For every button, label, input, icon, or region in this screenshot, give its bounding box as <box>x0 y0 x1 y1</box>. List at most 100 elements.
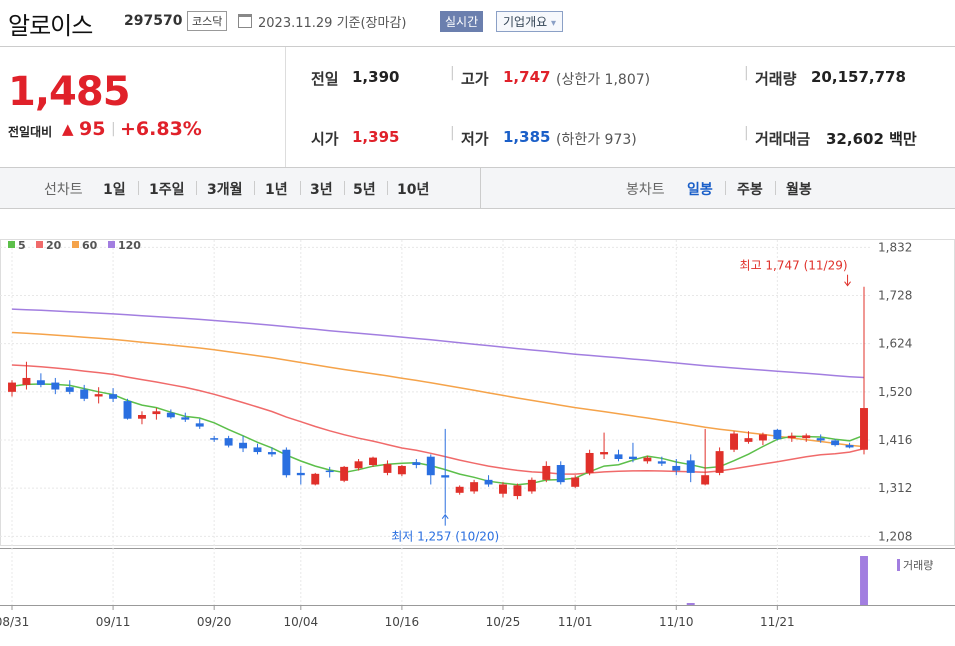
volume-bar <box>860 556 868 605</box>
down-arrow-icon <box>844 281 851 287</box>
volume-value: 20,157,778 <box>811 68 906 86</box>
candle-body <box>585 452 594 473</box>
candle-body <box>123 401 132 419</box>
x-tick-label: 11/01 <box>558 615 593 629</box>
divider <box>725 181 726 195</box>
candlestick-chart: 1,832 1,728 1,624 1,520 1,416 1,312 1,208 08/31… <box>0 239 955 629</box>
candle-body <box>470 482 479 492</box>
plot-frame <box>0 239 955 546</box>
period-1y[interactable]: 1년 <box>265 182 288 198</box>
y-tick-label: 1,624 <box>878 337 912 351</box>
candle-body <box>816 438 825 441</box>
x-tick-label: 10/16 <box>385 615 420 629</box>
y-tick-label: 1,728 <box>878 289 912 303</box>
period-10y[interactable]: 10년 <box>397 182 430 198</box>
candle-body <box>860 408 868 450</box>
volume-bar <box>686 603 695 605</box>
candle-body <box>744 438 753 442</box>
candle-body <box>773 429 782 440</box>
legend-label: 20 <box>46 239 62 252</box>
prev-close-label: 전일 <box>311 70 339 88</box>
candle-body <box>325 470 334 473</box>
candle-body <box>643 457 652 462</box>
y-tick-label: 1,416 <box>878 433 912 447</box>
period-1w[interactable]: 1주일 <box>149 182 185 198</box>
diff-label: 전일대비 <box>8 125 53 139</box>
candle-body <box>210 438 219 440</box>
divider <box>196 181 197 195</box>
y-tick-label: 1,832 <box>878 240 912 254</box>
candle-body <box>267 452 276 455</box>
candle-body <box>556 465 565 483</box>
diff-value: 95 <box>79 118 106 140</box>
candle-body <box>311 473 320 485</box>
low-value: 1,385 <box>503 128 551 146</box>
candle-body <box>181 417 190 420</box>
candle-body <box>36 380 45 385</box>
candle-body <box>224 438 233 446</box>
candle-weekly[interactable]: 주봉 <box>737 182 763 198</box>
legend-swatch <box>72 241 79 248</box>
candle-body <box>657 461 666 464</box>
y-tick-label: 1,520 <box>878 385 912 399</box>
x-tick-label: 08/31 <box>0 615 29 629</box>
current-price: 1,485 <box>8 69 131 115</box>
candle-body <box>383 464 392 473</box>
low-annotation: 최저 1,257 (10/20) <box>391 530 499 544</box>
diff-rate: +6.83% <box>120 118 202 140</box>
candle-body <box>527 479 536 492</box>
candle-body <box>614 454 623 459</box>
divider <box>775 181 776 195</box>
candle-body <box>22 377 31 385</box>
basis-date: 2023.11.29 기준(장마감) <box>258 16 407 31</box>
upper-limit: (상한가 1,807) <box>556 72 651 88</box>
candle-body <box>369 457 377 466</box>
quote-panel: 1,485 전일대비 ▲ 95 | +6.83% 전일 1,390 시가 1,3… <box>0 47 955 167</box>
calendar-icon <box>238 14 252 28</box>
candle-monthly[interactable]: 월봉 <box>786 182 812 198</box>
legend-label: 60 <box>82 239 98 252</box>
market-badge: 코스닥 <box>187 11 228 31</box>
candle-body <box>831 440 840 446</box>
candle-body <box>152 411 161 415</box>
candle-body <box>600 452 609 455</box>
candle-body <box>730 433 739 450</box>
open-label: 시가 <box>311 130 339 148</box>
x-tick-label: 11/21 <box>760 615 795 629</box>
candle-daily[interactable]: 일봉 <box>687 182 713 198</box>
divider <box>480 168 481 208</box>
legend-label: 5 <box>18 239 26 252</box>
divider <box>254 181 255 195</box>
candle-body <box>672 465 681 471</box>
candle-body <box>787 435 796 439</box>
realtime-button[interactable]: 실시간 <box>440 11 484 32</box>
x-tick-label: 10/25 <box>486 615 521 629</box>
company-overview-button[interactable]: 기업개요 ▾ <box>496 11 564 32</box>
ma60-line <box>11 331 865 448</box>
candle-body <box>571 477 580 487</box>
divider <box>138 181 139 195</box>
up-arrow-icon <box>441 513 449 519</box>
candle-body <box>239 442 248 449</box>
candle-body <box>802 435 811 439</box>
high-value: 1,747 <box>503 68 551 86</box>
high-annotation: 최고 1,747 (11/29) <box>740 259 848 273</box>
divider: | <box>744 65 749 81</box>
legend-swatch <box>36 241 43 248</box>
candle-body <box>65 387 74 392</box>
candle-body <box>354 461 363 469</box>
period-3m[interactable]: 3개월 <box>207 182 243 198</box>
line-chart-label: 선차트 <box>44 182 83 198</box>
divider <box>0 46 955 47</box>
candle-body <box>412 462 421 466</box>
period-1d[interactable]: 1일 <box>103 182 126 198</box>
candle-body <box>137 415 146 419</box>
candle-body <box>542 465 551 480</box>
divider <box>387 181 388 195</box>
period-5y[interactable]: 5년 <box>353 182 376 198</box>
ma120-line <box>11 308 865 379</box>
candle-body <box>701 475 710 485</box>
low-label: 저가 <box>461 130 489 148</box>
period-3y[interactable]: 3년 <box>310 182 333 198</box>
y-tick-label: 1,208 <box>878 529 912 543</box>
